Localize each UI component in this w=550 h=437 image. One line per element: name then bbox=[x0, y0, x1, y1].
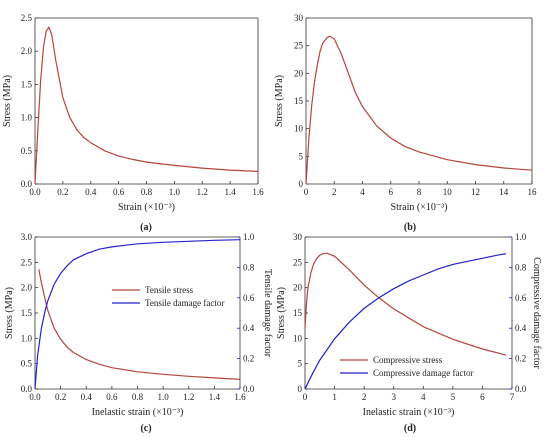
x-tick-label: 0.0 bbox=[29, 187, 41, 197]
y-tick-label: 10 bbox=[294, 124, 304, 134]
x-tick-label: 0.6 bbox=[106, 392, 118, 402]
x-axis-label: Inelastic strain (×10⁻³) bbox=[363, 407, 455, 418]
y-tick-label: 15 bbox=[293, 308, 303, 318]
y-tick-label: 30 bbox=[293, 232, 303, 242]
y-tick-label: 30 bbox=[294, 13, 304, 23]
series-line-stress bbox=[305, 35, 533, 185]
y-tick-label: 2.0 bbox=[21, 283, 33, 293]
x-tick-label: 1.4 bbox=[209, 392, 221, 402]
x-tick-label: 6 bbox=[480, 392, 485, 402]
y-tick-label: 3.0 bbox=[21, 232, 33, 242]
y2-tick-label: 0.4 bbox=[243, 323, 255, 333]
y2-tick-label: 0.6 bbox=[243, 293, 255, 303]
series-line-stress bbox=[304, 252, 507, 356]
y2-tick-label: 1.0 bbox=[243, 232, 255, 242]
y-tick-label: 1.0 bbox=[21, 333, 33, 343]
y2-tick-label: 0.0 bbox=[243, 384, 255, 394]
y-tick-label: 0 bbox=[298, 384, 303, 394]
panel-label: (b) bbox=[404, 222, 416, 233]
y-tick-label: 20 bbox=[293, 283, 303, 293]
x-tick-label: 0.2 bbox=[57, 187, 68, 197]
y-tick-label: 1.0 bbox=[21, 113, 33, 123]
y-tick-label: 25 bbox=[294, 41, 304, 51]
x-tick-label: 1.2 bbox=[197, 187, 208, 197]
x-tick-label: 8 bbox=[417, 187, 422, 197]
y-axis-label: Stress (MPa) bbox=[276, 287, 287, 339]
x-tick-label: 0 bbox=[304, 187, 309, 197]
y-tick-label: 0.5 bbox=[21, 359, 33, 369]
y-axis-label: Stress (MPa) bbox=[274, 75, 285, 127]
x-tick-label: 1.4 bbox=[225, 187, 237, 197]
x-tick-label: 0.8 bbox=[141, 187, 153, 197]
y-axis-label: Stress (MPa) bbox=[2, 75, 13, 127]
y2-tick-label: 0.2 bbox=[243, 354, 254, 364]
x-tick-label: 6 bbox=[389, 187, 394, 197]
y-tick-label: 0.5 bbox=[21, 146, 33, 156]
y-tick-label: 20 bbox=[294, 68, 304, 78]
panel-label: (c) bbox=[140, 423, 151, 434]
y-tick-label: 0.0 bbox=[21, 179, 33, 189]
y-tick-label: 1.5 bbox=[21, 308, 33, 318]
x-tick-label: 1 bbox=[332, 392, 337, 402]
x-tick-label: 12 bbox=[471, 187, 480, 197]
x-tick-label: 10 bbox=[443, 187, 453, 197]
x-tick-label: 4 bbox=[360, 187, 365, 197]
x-tick-label: 0 bbox=[303, 392, 308, 402]
x-tick-label: 1.2 bbox=[183, 392, 194, 402]
y-tick-label: 2.5 bbox=[21, 257, 33, 267]
legend-entry: Compressive damage factor bbox=[373, 368, 473, 378]
x-tick-label: 3 bbox=[391, 392, 396, 402]
y2-axis-label: Compressive damage factor bbox=[531, 257, 542, 369]
x-tick-label: 5 bbox=[451, 392, 456, 402]
x-tick-label: 14 bbox=[499, 187, 509, 197]
x-tick-label: 0.8 bbox=[132, 392, 144, 402]
x-tick-label: 0.2 bbox=[55, 392, 66, 402]
panel-label: (a) bbox=[140, 222, 152, 233]
y-tick-label: 5 bbox=[299, 151, 304, 161]
x-tick-label: 0.4 bbox=[81, 392, 93, 402]
series-line-damage bbox=[304, 253, 507, 390]
x-tick-label: 2 bbox=[332, 187, 337, 197]
y-tick-label: 15 bbox=[294, 96, 304, 106]
y2-axis-label: Tensile damage factor bbox=[262, 269, 273, 358]
y2-tick-label: 0.4 bbox=[515, 323, 527, 333]
x-tick-label: 16 bbox=[528, 187, 538, 197]
x-axis-label: Inelastic strain (×10⁻³) bbox=[92, 407, 184, 418]
series-line-stress bbox=[38, 269, 241, 380]
y2-tick-label: 0.8 bbox=[515, 262, 527, 272]
y-tick-label: 0 bbox=[299, 179, 304, 189]
x-tick-label: 1.0 bbox=[158, 392, 170, 402]
y-tick-label: 1.5 bbox=[21, 79, 33, 89]
y-tick-label: 25 bbox=[293, 257, 303, 267]
y-tick-label: 0.0 bbox=[21, 384, 33, 394]
y-tick-label: 2.0 bbox=[21, 46, 33, 56]
y-tick-label: 2.5 bbox=[21, 13, 33, 23]
y2-tick-label: 1.0 bbox=[515, 232, 527, 242]
x-tick-label: 0.6 bbox=[113, 187, 125, 197]
y-tick-label: 5 bbox=[298, 359, 303, 369]
series-line-damage bbox=[34, 239, 241, 390]
series-line-stress bbox=[34, 26, 259, 185]
x-tick-label: 0.4 bbox=[85, 187, 97, 197]
legend-entry: Tensile stress bbox=[145, 285, 194, 295]
x-tick-label: 2 bbox=[362, 392, 367, 402]
y2-tick-label: 0.8 bbox=[243, 262, 255, 272]
y2-tick-label: 0.6 bbox=[515, 293, 527, 303]
x-tick-label: 0.0 bbox=[29, 392, 41, 402]
x-tick-label: 7 bbox=[510, 392, 515, 402]
panel-label: (d) bbox=[404, 423, 416, 434]
x-axis-label: Strain (×10⁻³) bbox=[118, 202, 175, 213]
legend-entry: Tensile damage factor bbox=[145, 298, 224, 308]
legend-entry: Compressive stress bbox=[373, 355, 443, 365]
x-tick-label: 1.0 bbox=[169, 187, 181, 197]
x-axis-label: Strain (×10⁻³) bbox=[391, 202, 448, 213]
y-axis-label: Stress (MPa) bbox=[4, 287, 15, 339]
y-tick-label: 10 bbox=[293, 333, 303, 343]
x-tick-label: 1.6 bbox=[234, 392, 246, 402]
x-tick-label: 1.6 bbox=[252, 187, 264, 197]
x-tick-label: 4 bbox=[421, 392, 426, 402]
y2-tick-label: 0.2 bbox=[515, 354, 526, 364]
y2-tick-label: 0.0 bbox=[515, 384, 527, 394]
